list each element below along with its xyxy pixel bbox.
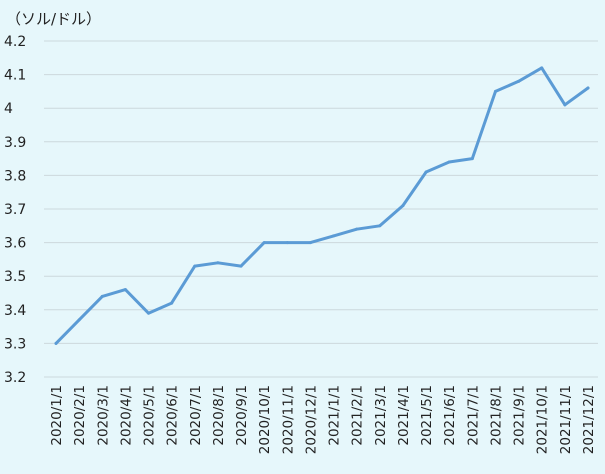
x-axis-ticks: 2020/1/1 2020/2/1 2020/3/1 2020/4/1 2020/5/1… [49, 385, 597, 454]
y-tick-label: 4.1 [4, 68, 26, 84]
x-tick-label: 2020/2/1 [72, 385, 88, 446]
data-point [447, 160, 451, 164]
x-tick-label: 2021/1/1 [327, 385, 343, 446]
data-point [216, 261, 220, 265]
series-layer [54, 66, 590, 345]
data-point [332, 234, 336, 238]
y-tick-label: 3.8 [4, 168, 26, 184]
x-tick-label: 2020/5/1 [142, 385, 158, 446]
data-point [517, 79, 521, 83]
y-tick-label: 3.9 [4, 135, 26, 151]
x-tick-label: 2020/7/1 [188, 385, 204, 446]
series-line [54, 66, 590, 345]
data-point [540, 66, 544, 70]
x-tick-label: 2020/8/1 [211, 385, 227, 446]
data-point [308, 241, 312, 245]
x-tick-label: 2020/6/1 [165, 385, 181, 446]
x-tick-label: 2021/12/1 [581, 385, 597, 454]
data-point [239, 264, 243, 268]
x-tick-label: 2020/9/1 [234, 385, 250, 446]
data-point [378, 224, 382, 228]
x-tick-label: 2021/4/1 [396, 385, 412, 446]
x-tick-label: 2021/10/1 [535, 385, 551, 454]
data-point [147, 311, 151, 315]
x-tick-label: 2020/3/1 [95, 385, 111, 446]
y-tick-label: 3.6 [4, 236, 26, 252]
x-tick-label: 2021/11/1 [558, 385, 574, 454]
data-point [401, 204, 405, 208]
y-tick-label: 3.2 [4, 370, 26, 386]
x-tick-label: 2021/8/1 [488, 385, 504, 446]
y-tick-label: 4 [4, 101, 13, 117]
x-tick-label: 2021/7/1 [465, 385, 481, 446]
y-tick-label: 3.7 [4, 202, 26, 218]
data-point [77, 318, 81, 322]
data-point [170, 301, 174, 305]
x-tick-label: 2021/2/1 [350, 385, 366, 446]
y-tick-label: 4.2 [4, 34, 26, 50]
data-point [493, 89, 497, 93]
y-axis-ticks: 3.2 3.3 3.4 3.5 3.6 3.7 3.8 3.9 4 4.1 4.2 [4, 34, 26, 386]
data-point [424, 170, 428, 174]
x-tick-label: 2021/3/1 [373, 385, 389, 446]
x-tick-label: 2020/11/1 [280, 385, 296, 454]
x-tick-label: 2020/10/1 [257, 385, 273, 454]
data-point [355, 227, 359, 231]
x-tick-label: 2020/12/1 [303, 385, 319, 454]
data-point [285, 241, 289, 245]
x-tick-label: 2021/6/1 [442, 385, 458, 446]
y-axis-unit-label: （ソル/ドル） [6, 10, 101, 28]
data-point [563, 103, 567, 107]
data-point [123, 288, 127, 292]
data-point [100, 294, 104, 298]
data-point [586, 86, 590, 90]
y-tick-label: 3.5 [4, 269, 26, 285]
y-tick-label: 3.3 [4, 336, 26, 352]
data-point [54, 341, 58, 345]
x-tick-label: 2020/1/1 [49, 385, 65, 446]
data-point [470, 157, 474, 161]
x-tick-label: 2021/5/1 [419, 385, 435, 446]
y-tick-label: 3.4 [4, 303, 26, 319]
x-tick-label: 2020/4/1 [118, 385, 134, 446]
x-tick-label: 2021/9/1 [512, 385, 528, 446]
data-point [193, 264, 197, 268]
data-point [262, 241, 266, 245]
gridlines [44, 40, 598, 378]
